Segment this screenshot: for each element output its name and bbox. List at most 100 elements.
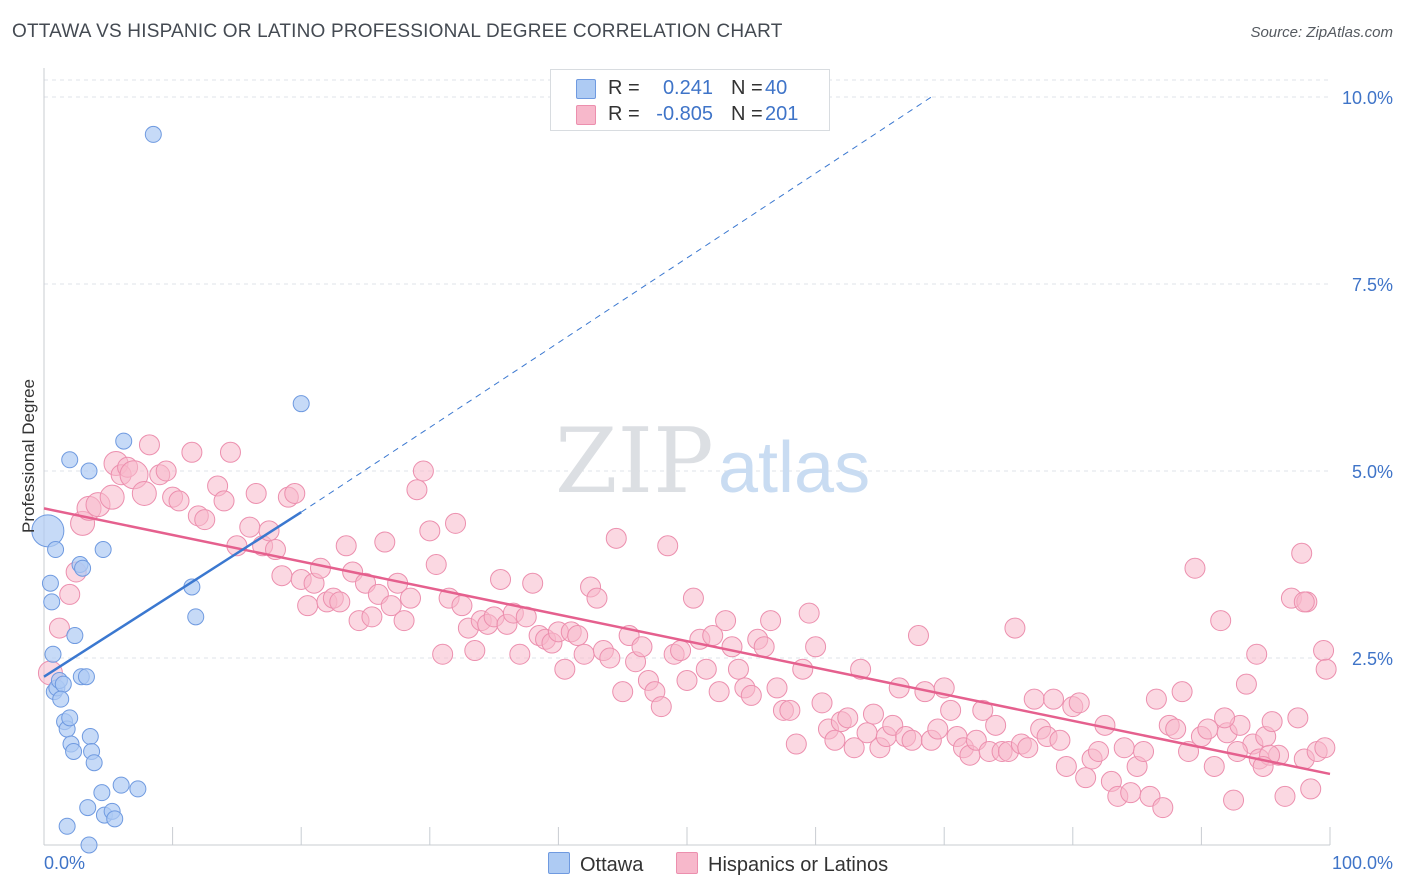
legend-r-value: -0.805: [656, 103, 713, 125]
ottawa-point-20: [74, 559, 92, 577]
hispanics-point-174: [1197, 718, 1219, 740]
hispanics-point-188: [1287, 707, 1309, 729]
hispanics-point-44: [361, 606, 383, 628]
ottawa-point-30: [106, 810, 124, 828]
hispanics-point-46: [374, 531, 396, 553]
source-label: Source: ZipAtlas.com: [1250, 24, 1393, 41]
bottom-legend-ottawa-label: Ottawa: [580, 854, 644, 876]
hispanics-point-22: [213, 490, 235, 512]
hispanics-point-167: [1152, 797, 1174, 819]
hispanics-point-20: [194, 509, 216, 531]
hispanics-point-112: [798, 602, 820, 624]
hispanics-point-178: [1223, 789, 1245, 811]
hispanics-point-100: [721, 636, 743, 658]
hispanics-point-162: [1120, 782, 1142, 804]
ottawa-point-1: [41, 574, 59, 592]
hispanics-point-161: [1113, 737, 1135, 759]
hispanics-point-67: [509, 643, 531, 665]
ottawa-swatch: [576, 79, 596, 99]
hispanics-point-25: [239, 516, 261, 538]
ottawa-point-2: [43, 593, 61, 611]
ottawa-point-37: [187, 608, 205, 626]
hispanics-point-18: [181, 441, 203, 463]
hispanics-point-201: [1226, 741, 1248, 762]
hispanics-point-23: [219, 441, 241, 463]
ottawa-point-31: [112, 776, 130, 794]
hispanics-point-180: [1235, 673, 1257, 695]
hispanics-point-157: [1088, 741, 1110, 762]
trend-lines: [43, 96, 1331, 776]
ottawa-point-34: [115, 432, 133, 450]
hispanics-point-175: [1203, 755, 1225, 777]
ottawa-point-39: [292, 395, 310, 413]
hispanics-point-12: [131, 480, 157, 506]
ottawa-point-11: [52, 690, 70, 708]
hispanics-point-129: [907, 625, 929, 647]
hispanics-point-192: [1313, 640, 1335, 662]
hispanics-point-186: [1274, 785, 1296, 807]
hispanics-point-54: [425, 554, 447, 575]
hispanics-point-103: [740, 684, 762, 706]
hispanics-point-79: [586, 587, 608, 609]
hispanics-point-119: [843, 737, 865, 759]
hispanics-point-94: [682, 587, 704, 609]
hispanics-point-109: [779, 699, 801, 721]
hispanics-point-34: [297, 595, 319, 617]
ottawa-point-19: [77, 668, 95, 686]
hispanics-point-114: [811, 692, 833, 714]
ottawa-point-27: [93, 784, 111, 802]
hispanics-point-155: [1075, 767, 1097, 789]
hispanics-point-90: [657, 535, 679, 557]
hispanics-point-176: [1210, 610, 1232, 632]
hispanics-point-89: [650, 696, 672, 718]
y-axis-title: Professional Degree: [19, 379, 38, 533]
hispanics-point-197: [1291, 542, 1313, 564]
ottawa-point-3: [44, 645, 62, 663]
hispanics-point-74: [554, 658, 576, 680]
hispanics-point-150: [1043, 688, 1065, 710]
y-tick-label-2: 7.5%: [1352, 275, 1393, 295]
hispanics-point-196: [1293, 591, 1315, 613]
hispanics-point-50: [400, 587, 422, 609]
hispanics-point-51: [406, 479, 428, 501]
x-tick-label-0: 0.0%: [44, 853, 85, 873]
chart-title: OTTAWA VS HISPANIC OR LATINO PROFESSIONA…: [12, 21, 783, 42]
hispanics-point-122: [862, 703, 884, 725]
hispanics-point-2: [59, 583, 81, 605]
hispanics-point-154: [1068, 692, 1090, 714]
hispanics-point-172: [1184, 557, 1206, 579]
hispanics-point-151: [1049, 729, 1071, 751]
hispanics-point-184: [1261, 711, 1283, 733]
hispanics-point-76: [567, 625, 589, 647]
ottawa-point-14: [65, 743, 83, 760]
hispanics-point-134: [940, 699, 962, 721]
hispanics-point-83: [612, 681, 634, 703]
hispanics-point-126: [888, 677, 910, 699]
hispanics-point-141: [985, 714, 1007, 736]
watermark-zip: ZIP: [555, 409, 714, 514]
bottom-legend-hispanics-label: Hispanics or Latinos: [708, 854, 889, 876]
legend-box: R = 0.241 N = 40 R = -0.805 N = 201: [550, 69, 830, 131]
ottawa-point-33: [80, 462, 98, 480]
hispanics-point-118: [837, 707, 859, 729]
legend-n-value: 40: [765, 77, 788, 99]
hispanics-point-17: [168, 490, 190, 512]
hispanics-point-111: [792, 658, 814, 680]
hispanics-point-105: [753, 636, 775, 658]
hispanics-point-58: [451, 595, 473, 617]
hispanics-point-1: [48, 617, 70, 639]
hispanics-point-169: [1165, 718, 1187, 740]
ottawa-point-32: [129, 780, 147, 798]
bottom-legend-ottawa: Ottawa: [548, 852, 643, 877]
series-ottawa-points: [31, 125, 310, 854]
legend-row-ottawa: R = 0.241 N = 40: [551, 75, 829, 101]
hispanics-point-69: [522, 572, 544, 594]
ottawa-point-38: [144, 125, 162, 143]
hispanics-point-116: [824, 729, 846, 751]
hispanics-point-132: [927, 718, 949, 740]
y-tick-label-3: 10.0%: [1342, 88, 1393, 108]
hispanics-point-13: [138, 434, 160, 456]
hispanics-point-77: [573, 643, 595, 665]
hispanics-point-193: [1314, 737, 1336, 759]
